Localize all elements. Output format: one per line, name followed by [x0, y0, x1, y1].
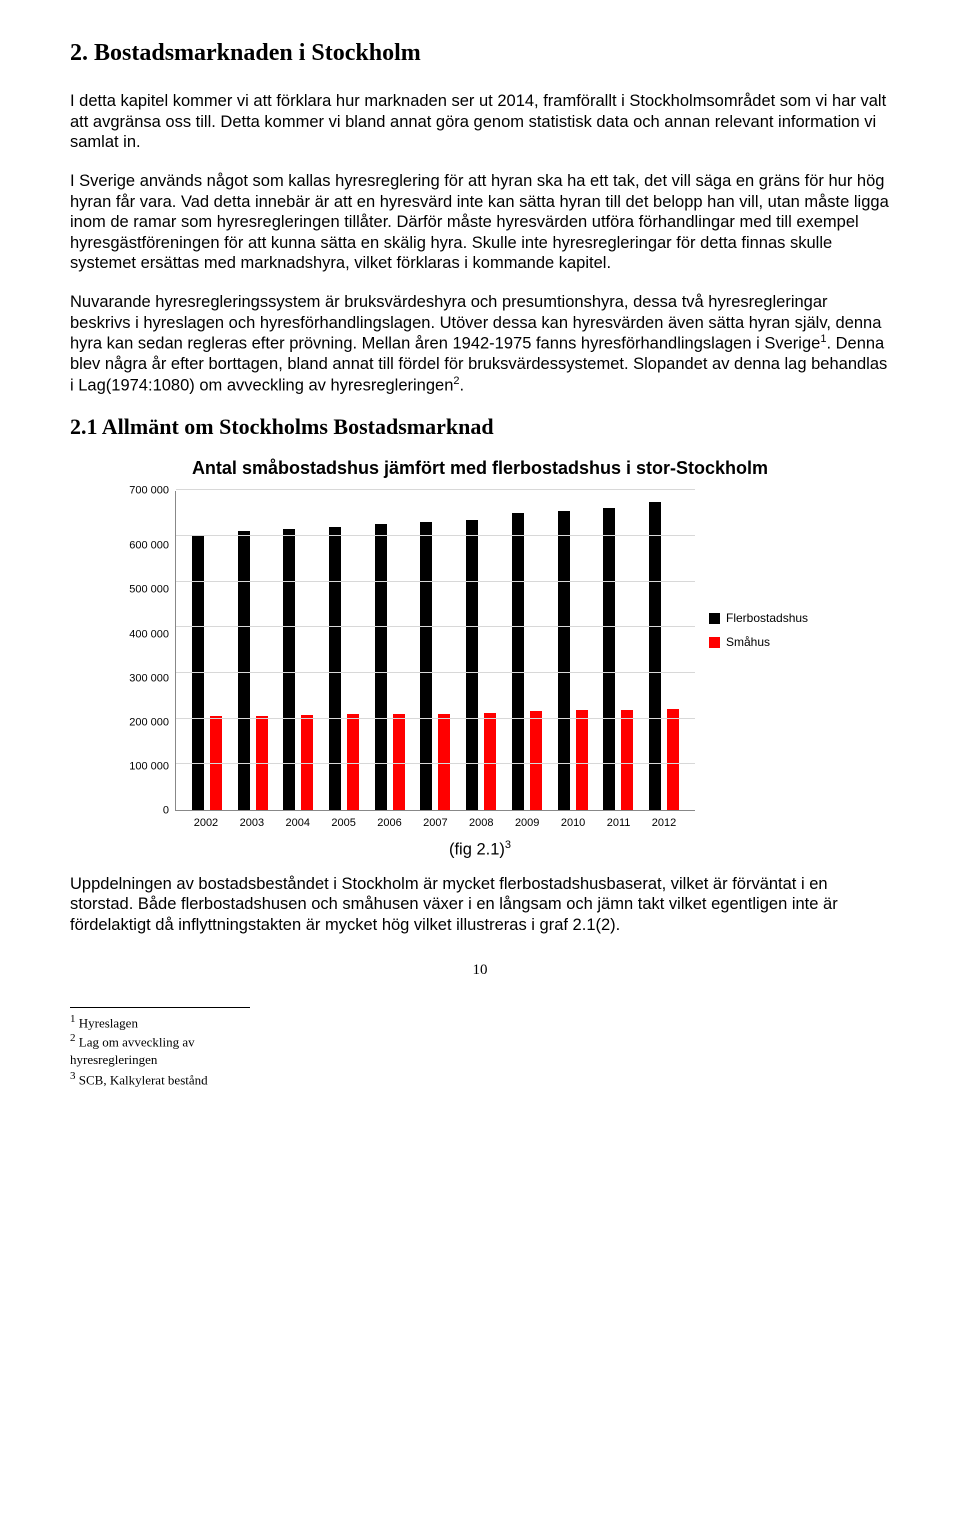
footnote-3: 3 SCB, Kalkylerat bestånd	[70, 1069, 250, 1089]
x-tick-label: 2010	[561, 817, 585, 829]
chart-gridline	[176, 535, 695, 536]
legend-swatch-red	[709, 637, 720, 648]
bar-smahus	[347, 714, 359, 810]
bar-flerbostadshus	[603, 508, 615, 810]
bar-smahus	[667, 709, 679, 810]
bar-flerbostadshus	[192, 536, 204, 810]
bar-flerbostadshus	[238, 531, 250, 810]
bar-chart: Antal småbostadshus jämfört med flerbost…	[120, 458, 840, 829]
x-tick-label: 2012	[652, 817, 676, 829]
y-tick-label: 100 000	[129, 761, 169, 772]
bar-group	[558, 511, 588, 810]
chart-gridline	[176, 626, 695, 627]
bar-group	[420, 522, 450, 810]
bar-smahus	[484, 713, 496, 810]
chart-gridline	[176, 489, 695, 490]
bar-flerbostadshus	[329, 527, 341, 810]
chart-legend: Flerbostadshus Småhus	[709, 611, 808, 659]
figure-caption: (fig 2.1)3	[70, 839, 890, 860]
x-tick-label: 2002	[194, 817, 218, 829]
y-tick-label: 200 000	[129, 717, 169, 728]
bar-flerbostadshus	[466, 520, 478, 810]
y-tick-label: 300 000	[129, 673, 169, 684]
section-heading: 2. Bostadsmarknaden i Stockholm	[70, 40, 890, 67]
bar-smahus	[621, 710, 633, 810]
footnotes: 1 Hyreslagen 2 Lag om avveckling av hyre…	[70, 1007, 250, 1089]
bar-flerbostadshus	[558, 511, 570, 810]
y-tick-label: 500 000	[129, 585, 169, 596]
paragraph-1: I detta kapitel kommer vi att förklara h…	[70, 91, 890, 153]
footnote-1: 1 Hyreslagen	[70, 1012, 250, 1032]
bar-group	[375, 524, 405, 810]
chart-title: Antal småbostadshus jämfört med flerbost…	[120, 458, 840, 479]
paragraph-3-part-c: .	[460, 377, 465, 395]
bar-group	[466, 520, 496, 810]
paragraph-4: Uppdelningen av bostadsbeståndet i Stock…	[70, 874, 890, 936]
legend-label-fler: Flerbostadshus	[726, 611, 808, 625]
footnote-2: 2 Lag om avveckling av hyresregleringen	[70, 1031, 250, 1068]
bar-group	[329, 527, 359, 810]
paragraph-2: I Sverige används något som kallas hyres…	[70, 171, 890, 274]
bar-group	[192, 536, 222, 810]
y-tick-label: 400 000	[129, 629, 169, 640]
chart-gridline	[176, 672, 695, 673]
x-tick-label: 2005	[331, 817, 355, 829]
y-tick-label: 600 000	[129, 541, 169, 552]
chart-gridline	[176, 763, 695, 764]
figure-caption-text: (fig 2.1)	[449, 841, 505, 859]
x-tick-label: 2004	[285, 817, 309, 829]
y-tick-label: 700 000	[129, 486, 169, 497]
bar-smahus	[576, 710, 588, 810]
x-tick-label: 2003	[240, 817, 264, 829]
footnote-ref-3: 3	[505, 839, 511, 851]
chart-plot-area	[175, 491, 695, 811]
bar-group	[238, 531, 268, 810]
x-axis-labels: 2002 2003 2004 2005 2006 2007 2008 2009 2010 2011…	[175, 811, 695, 829]
paragraph-3-part-a: Nuvarande hyresregleringssystem är bruks…	[70, 293, 881, 353]
chart-gridline	[176, 581, 695, 582]
bar-smahus	[438, 714, 450, 810]
x-tick-label: 2006	[377, 817, 401, 829]
page-number: 10	[70, 962, 890, 979]
paragraph-3: Nuvarande hyresregleringssystem är bruks…	[70, 292, 890, 396]
x-tick-label: 2007	[423, 817, 447, 829]
legend-item-smahus: Småhus	[709, 635, 808, 649]
chart-gridline	[176, 718, 695, 719]
bar-group	[283, 529, 313, 810]
legend-item-flerbostadshus: Flerbostadshus	[709, 611, 808, 625]
bar-flerbostadshus	[375, 524, 387, 810]
subsection-heading: 2.1 Allmänt om Stockholms Bostadsmarknad	[70, 414, 890, 440]
bar-group	[603, 508, 633, 810]
legend-swatch-black	[709, 613, 720, 624]
bar-group	[512, 513, 542, 810]
legend-label-sma: Småhus	[726, 635, 770, 649]
bar-flerbostadshus	[512, 513, 524, 810]
x-tick-label: 2008	[469, 817, 493, 829]
bar-smahus	[530, 711, 542, 810]
x-tick-label: 2009	[515, 817, 539, 829]
bar-flerbostadshus	[420, 522, 432, 810]
y-axis-labels: 700 000600 000500 000400 000300 000200 0…	[120, 491, 175, 811]
x-tick-label: 2011	[607, 817, 631, 829]
bar-flerbostadshus	[283, 529, 295, 810]
bar-smahus	[393, 714, 405, 810]
y-tick-label: 0	[163, 806, 169, 817]
